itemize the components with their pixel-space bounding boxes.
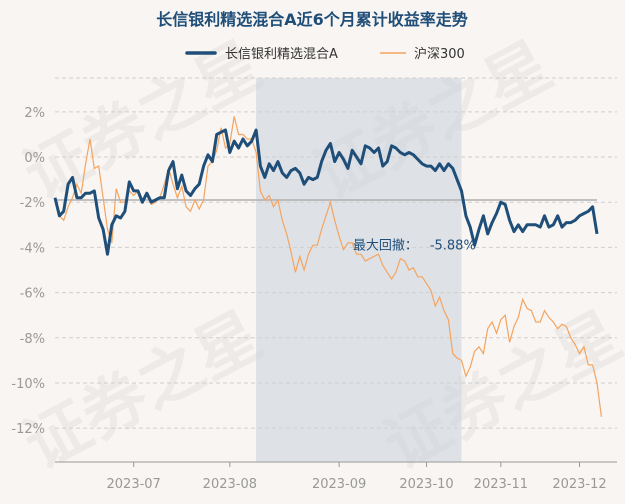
y-axis-ticks: 2% 0% -2% -4% -6% -8% -10% -12% [11, 106, 45, 437]
x-tick-label: 2023-09 [312, 477, 366, 492]
legend: 长信银利精选混合A 沪深300 [185, 46, 465, 62]
watermark-text: 证券之星 [13, 299, 274, 485]
x-tick-label: 2023-07 [107, 477, 161, 492]
legend-label-fund: 长信银利精选混合A [225, 47, 338, 62]
y-tick-label: 2% [24, 106, 45, 121]
annotation-layer: 最大回撤： -5.88% [353, 238, 476, 254]
x-tick-label: 2023-10 [399, 477, 453, 492]
y-tick-label: -2% [20, 196, 45, 211]
y-tick-label: 0% [24, 151, 45, 166]
y-tick-label: -8% [20, 332, 45, 347]
x-tick-label: 2023-08 [203, 477, 257, 492]
y-tick-label: -6% [20, 287, 45, 302]
series-layer [53, 116, 602, 417]
y-tick-label: -4% [20, 241, 45, 256]
y-tick-label: -10% [11, 377, 45, 392]
max-drawdown-value: -5.88% [430, 239, 476, 254]
drawdown-shade [256, 78, 462, 462]
drawdown-shade-layer [256, 78, 462, 462]
y-tick-label: -12% [11, 422, 45, 437]
x-axis-ticks: 2023-07 2023-08 2023-09 2023-10 2023-11 2023-… [55, 461, 617, 492]
legend-label-index: 沪深300 [414, 46, 465, 62]
x-tick-label: 2023-11 [474, 477, 528, 492]
x-tick-label: 2023-12 [552, 477, 606, 492]
chart-title: 长信银利精选混合A近6个月累计收益率走势 [156, 10, 468, 29]
series-line-fund [53, 128, 599, 256]
max-drawdown-label: 最大回撤： [353, 238, 418, 254]
